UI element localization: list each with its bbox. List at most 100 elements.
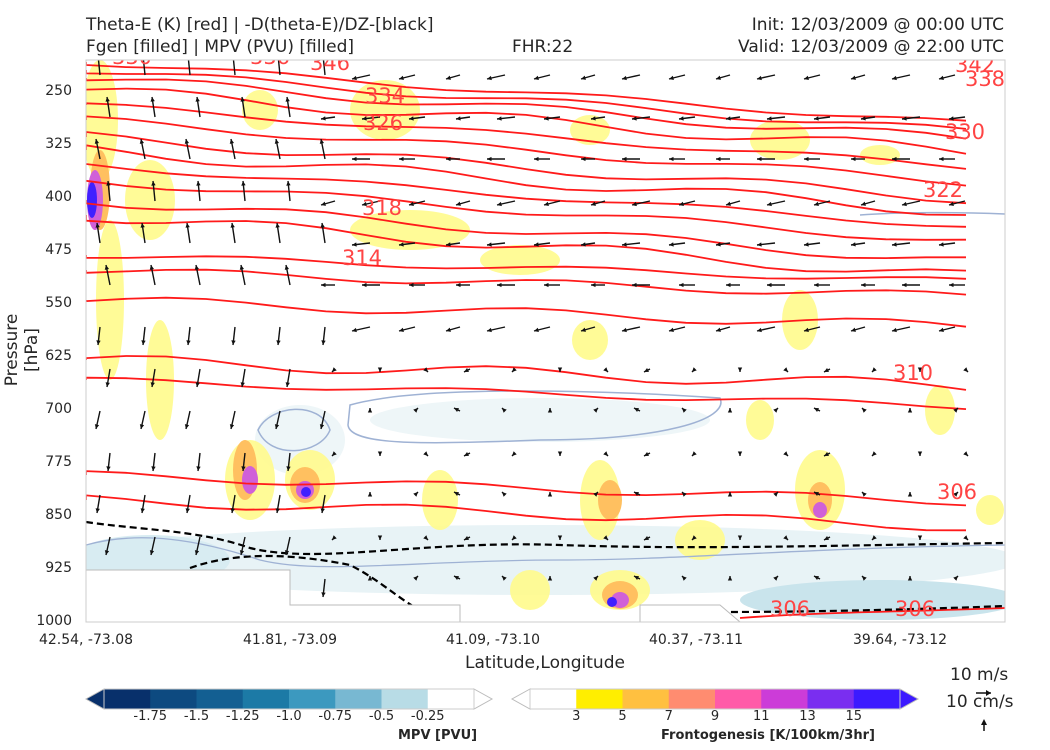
wind-arrow-head xyxy=(634,576,639,580)
wind-arrow-head xyxy=(502,576,507,581)
wind-arrow-head xyxy=(814,282,819,288)
wind-arrow-head xyxy=(194,550,200,555)
wind-arrow-head xyxy=(544,282,549,288)
wind-arrow-head xyxy=(757,242,762,247)
wind-arrow-head xyxy=(851,75,856,80)
mpv-colorbar-label: MPV [PVU] xyxy=(398,728,478,743)
wind-arrow-head xyxy=(184,139,190,144)
wind-arrow-head xyxy=(149,265,155,270)
wind-arrow-head xyxy=(319,424,325,429)
wind-arrow-head xyxy=(94,139,100,144)
colorbar-tick-label: -1.25 xyxy=(225,709,260,724)
wind-arrow-head xyxy=(423,535,428,540)
wind-arrow-head xyxy=(593,492,598,497)
wind-arrow-head xyxy=(534,242,539,247)
wind-arrow-head xyxy=(367,408,373,413)
wind-arrow-head xyxy=(321,340,326,345)
fgen-colorbar-label: Frontogenesis [K/100km/3hr] xyxy=(661,728,875,743)
wind-arrow-head xyxy=(727,408,733,413)
wind-arrow-head xyxy=(104,550,110,555)
field-fill xyxy=(598,480,622,520)
theta-e-contour xyxy=(86,115,967,187)
wind-arrow-head xyxy=(446,75,451,80)
wind-arrow-head xyxy=(544,116,549,121)
wind-arrow-head xyxy=(96,340,101,345)
wind-arrow-head xyxy=(96,55,100,60)
wind-arrow-head xyxy=(757,75,762,81)
theta-e-label: 346 xyxy=(310,51,350,75)
contour-line xyxy=(347,390,722,444)
wind-arrow-head xyxy=(963,535,968,540)
theta-e-contour xyxy=(86,200,966,260)
wind-arrow-head xyxy=(862,576,867,581)
wind-arrow-head xyxy=(949,282,954,288)
y-tick-label: 475 xyxy=(45,241,72,258)
wind-arrow-head xyxy=(547,492,553,497)
colorbar-tick-label: -0.75 xyxy=(318,709,353,724)
wind-arrow-head xyxy=(727,576,733,581)
field-fill xyxy=(350,80,420,140)
wind-arrow-head xyxy=(149,550,155,555)
wind-arrow-head xyxy=(892,156,897,162)
contour-line xyxy=(86,537,1005,568)
wind-arrow-head xyxy=(907,408,913,413)
wind-arrow-head xyxy=(581,327,586,332)
wind-arrow-head xyxy=(737,367,743,372)
wind-arrow-head xyxy=(939,156,944,162)
wind-arrow-head xyxy=(757,327,762,333)
wind-arrow-head xyxy=(456,116,461,121)
wind-arrow-head xyxy=(497,201,502,207)
theta-e-contour xyxy=(86,131,967,205)
wind-arrow-head xyxy=(892,327,897,333)
wind-arrow-head xyxy=(502,408,507,413)
theta-e-contour xyxy=(86,355,967,391)
wind-arrow-head xyxy=(512,535,517,540)
wind-arrow-head xyxy=(804,327,809,333)
wind-arrow-head xyxy=(352,156,357,162)
wind-arrow-head xyxy=(581,242,586,247)
wind-arrow-head xyxy=(106,466,111,471)
x-axis-label: Latitude,Longitude xyxy=(465,653,625,673)
wind-arrow-head xyxy=(591,201,596,206)
wind-arrow-head xyxy=(737,535,743,540)
wind-arrow-head xyxy=(682,576,687,581)
wind-arrow-head xyxy=(861,201,866,206)
wind-arrow-head xyxy=(669,242,674,247)
wind-arrow-head xyxy=(321,282,326,288)
wind-arrow-head xyxy=(622,156,627,162)
wind-arrow-head xyxy=(377,367,383,372)
wind-arrow-head xyxy=(603,535,608,540)
field-fill xyxy=(675,520,725,560)
wind-arrow-head xyxy=(861,282,866,288)
wind-arrow-head xyxy=(196,466,201,471)
wind-arrow xyxy=(322,60,326,76)
wind-arrow-head xyxy=(362,282,367,288)
wind-arrow-head xyxy=(140,508,145,513)
field-fill xyxy=(125,160,175,240)
wind-arrow-head xyxy=(399,242,404,247)
wind-arrow-head xyxy=(95,508,100,513)
wind-arrow-head xyxy=(907,492,913,497)
theta-e-label: 330 xyxy=(112,45,152,69)
wind-arrow-head xyxy=(939,327,944,333)
colorbar-tick-label: 9 xyxy=(710,709,720,724)
wind-arrow-head xyxy=(229,139,235,144)
wind-arrow-head xyxy=(851,156,856,162)
wind-arrow-head xyxy=(413,492,418,497)
wind-arrow-head xyxy=(692,535,697,540)
wind-arrow-head xyxy=(534,75,539,81)
theta-e-label: 306 xyxy=(770,597,810,621)
wind-arrow-head xyxy=(682,492,687,497)
wind-arrow-head xyxy=(141,55,145,60)
wind-arrow-head xyxy=(276,55,280,60)
wind-arrow-head xyxy=(814,576,819,580)
wind-arrow-head xyxy=(669,75,674,81)
theta-e-label: 310 xyxy=(893,361,933,385)
wind-arrow-head xyxy=(892,75,897,81)
wind-arrow-head xyxy=(679,116,684,121)
wind-arrow-head xyxy=(632,116,637,121)
field-fill xyxy=(813,502,827,518)
wind-arrow-head xyxy=(276,340,281,345)
x-tick-label: 41.81, -73.09 xyxy=(242,632,338,648)
